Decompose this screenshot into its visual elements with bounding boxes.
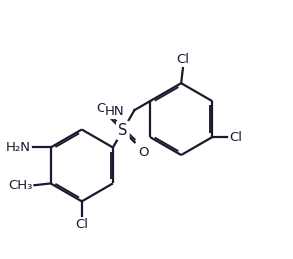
Text: Cl: Cl — [75, 218, 88, 231]
Text: O: O — [138, 146, 149, 159]
Text: Cl: Cl — [229, 131, 242, 143]
Text: H₂N: H₂N — [6, 141, 31, 154]
Text: CH₃: CH₃ — [8, 179, 33, 192]
Text: S: S — [118, 123, 127, 138]
Text: HN: HN — [105, 105, 124, 118]
Text: Cl: Cl — [176, 53, 190, 66]
Text: O: O — [97, 102, 107, 115]
